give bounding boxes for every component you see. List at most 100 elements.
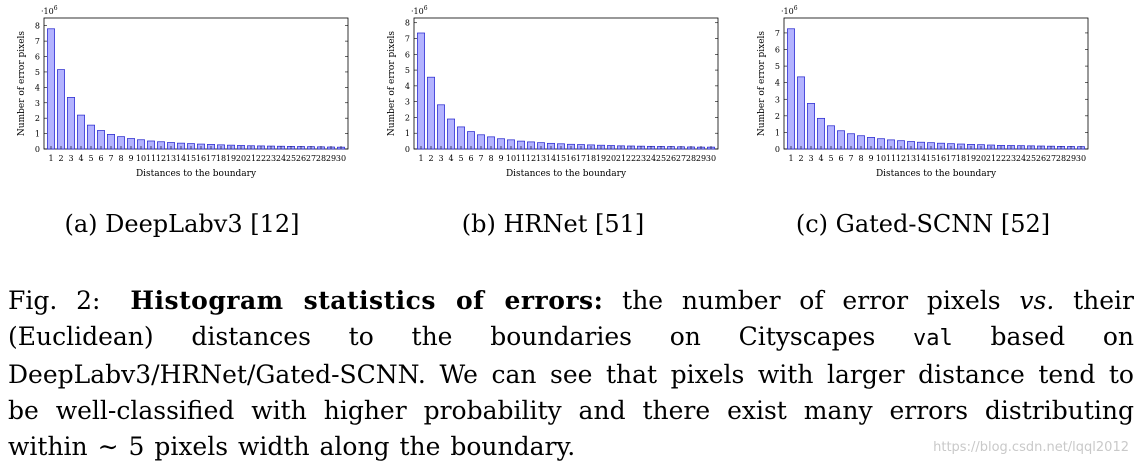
chart0-xtick-label-28: 28 — [316, 154, 326, 163]
chart1-xtick-label-9: 9 — [498, 154, 503, 163]
chart2-bar-4 — [817, 117, 825, 150]
chart2-xtick-label-24: 24 — [1016, 154, 1026, 163]
chart1-bar-1 — [417, 32, 425, 150]
chart1-xtick-label-22: 22 — [626, 154, 636, 163]
chart2-xtick-label-9: 9 — [868, 154, 873, 163]
chart0-xtick-label-27: 27 — [306, 154, 316, 163]
chart1-xtick-label-1: 1 — [418, 154, 423, 163]
chart0-xtick-label-18: 18 — [216, 154, 226, 163]
chart1-xtick-label-5: 5 — [458, 154, 463, 163]
chart2-xtick-label-3: 3 — [808, 154, 813, 163]
chart1-xtick-label-7: 7 — [478, 154, 483, 163]
chart0-xtick-label-8: 8 — [118, 154, 123, 163]
chart2-xtick-label-22: 22 — [996, 154, 1006, 163]
chart1-xtick-label-4: 4 — [448, 154, 453, 163]
chart2-xtick-label-8: 8 — [858, 154, 863, 163]
chart0-ytick-label-8: 8 — [35, 22, 40, 31]
chart1-ytick-label-1: 1 — [405, 129, 410, 138]
chart2-xtick-label-15: 15 — [926, 154, 936, 163]
chart2-bar-1 — [787, 28, 795, 150]
chart2-xtick-label-26: 26 — [1036, 154, 1046, 163]
chart1-xtick-label-3: 3 — [438, 154, 443, 163]
chart0-xtick-label-15: 15 — [186, 154, 196, 163]
chart0-xtick-label-24: 24 — [276, 154, 286, 163]
chart1-xtick-label-26: 26 — [666, 154, 676, 163]
chart2-xtick-label-23: 23 — [1006, 154, 1016, 163]
chart2-xtick-label-5: 5 — [828, 154, 833, 163]
chart0-xlabel: Distances to the boundary — [136, 169, 257, 179]
chart2-ytick-label-2: 2 — [775, 112, 780, 121]
figure-caption: Fig. 2: Histogram statistics of errors: t… — [8, 283, 1134, 465]
chart0-ytick-label-0: 0 — [35, 145, 40, 154]
chart2-ytick-label-5: 5 — [775, 62, 780, 71]
chart0-xtick-label-21: 21 — [246, 154, 256, 163]
chart2-xtick-label-21: 21 — [986, 154, 996, 163]
chart1-xtick-label-30: 30 — [706, 154, 716, 163]
chart1-bar-2 — [427, 76, 435, 150]
chart2-xlabel: Distances to the boundary — [876, 169, 997, 179]
chart0-bar-4 — [77, 114, 85, 150]
chart1-ytick-label-4: 4 — [405, 82, 410, 91]
chart0-xtick-label-5: 5 — [88, 154, 93, 163]
chart2-bar-2 — [797, 76, 805, 150]
chart2-xtick-label-6: 6 — [838, 154, 843, 163]
chart0-bar-2 — [57, 69, 65, 150]
chart1-xtick-label-15: 15 — [556, 154, 566, 163]
chart1-xtick-label-18: 18 — [586, 154, 596, 163]
chart0-ytick-label-5: 5 — [35, 68, 40, 77]
chart2-xtick-label-13: 13 — [906, 154, 916, 163]
chart1-xtick-label-16: 16 — [566, 154, 576, 163]
chart0-xtick-label-17: 17 — [206, 154, 216, 163]
chart1-ytick-label-8: 8 — [405, 19, 410, 28]
chart0-ytick-label-3: 3 — [35, 99, 40, 108]
watermark: https://blog.csdn.net/lqql2012 — [933, 440, 1129, 455]
chart0-xtick-label-16: 16 — [196, 154, 206, 163]
chart2-ytick-label-6: 6 — [775, 46, 780, 55]
chart1-xtick-label-17: 17 — [576, 154, 586, 163]
chart1-ytick-label-0: 0 — [405, 145, 410, 154]
chart2-xtick-label-2: 2 — [798, 154, 803, 163]
chart1-ytick-label-2: 2 — [405, 113, 410, 122]
chart2-xtick-label-25: 25 — [1026, 154, 1036, 163]
chart0-xtick-label-26: 26 — [296, 154, 306, 163]
chart0-xtick-label-30: 30 — [336, 154, 346, 163]
chart0-xtick-label-19: 19 — [226, 154, 236, 163]
chart1-ytick-label-5: 5 — [405, 66, 410, 75]
chart0-bar-5 — [87, 124, 95, 150]
chart1-bar-3 — [437, 104, 445, 150]
chart0-bar-3 — [67, 97, 75, 150]
figure-title: Histogram statistics of errors: — [130, 286, 604, 315]
chart0-xtick-label-12: 12 — [156, 154, 166, 163]
chart1-scale-exponent: 6 — [424, 5, 428, 12]
chart0-ytick-label-7: 7 — [35, 37, 40, 46]
chart1-xtick-label-19: 19 — [596, 154, 606, 163]
chart1-scale-label: ·106 — [411, 5, 428, 16]
chart0-ytick-label-6: 6 — [35, 53, 40, 62]
chart2-scale-label: ·106 — [781, 5, 798, 16]
figure-text-2: their (Euclidean) distances to the bound… — [8, 286, 1134, 351]
chart2-xtick-label-19: 19 — [966, 154, 976, 163]
chart2-scale-exponent: 6 — [794, 5, 798, 12]
chart2-bar-5 — [827, 125, 835, 150]
chart2-xtick-label-17: 17 — [946, 154, 956, 163]
chart1-ytick-label-6: 6 — [405, 50, 410, 59]
chart0-xtick-label-9: 9 — [128, 154, 133, 163]
chart2-xtick-label-7: 7 — [848, 154, 853, 163]
chart2-xtick-label-18: 18 — [956, 154, 966, 163]
chart2-xtick-label-30: 30 — [1076, 154, 1086, 163]
caption-hrnet: (b) HRNet [51] — [461, 210, 645, 238]
chart1-xtick-label-28: 28 — [686, 154, 696, 163]
chart2-bar-3 — [807, 103, 815, 150]
chart1-xtick-label-23: 23 — [636, 154, 646, 163]
chart0-ytick-label-4: 4 — [35, 83, 40, 92]
figure-vs: vs. — [1019, 286, 1055, 315]
chart2-xtick-label-14: 14 — [916, 154, 926, 163]
chart1-ylabel: Number of error pixels — [387, 31, 397, 136]
chart0-ytick-label-1: 1 — [35, 130, 40, 139]
chart2-ytick-label-4: 4 — [775, 79, 780, 88]
chart2-xtick-label-10: 10 — [876, 154, 886, 163]
chart2-xtick-label-11: 11 — [886, 154, 896, 163]
chart2-xtick-label-12: 12 — [896, 154, 906, 163]
